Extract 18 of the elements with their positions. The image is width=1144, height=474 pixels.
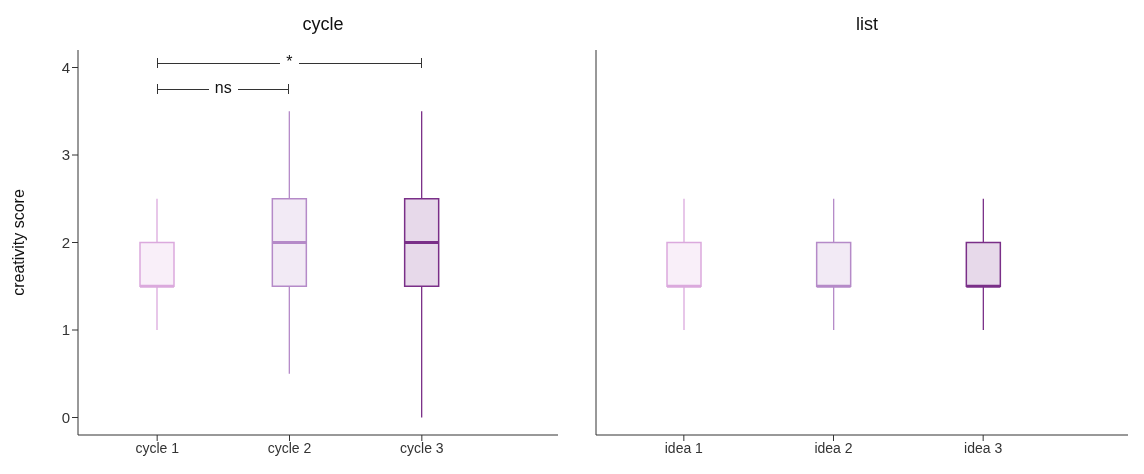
annotation: ns [208, 79, 238, 97]
x-tick-label: idea 3 [964, 439, 1003, 456]
y-tick-label: 3 [61, 146, 70, 164]
y-tick-label: 4 [61, 58, 70, 76]
significance-bracket: * [157, 53, 422, 74]
chart-title: cycle [301, 13, 345, 36]
significance-bracket: ns [157, 79, 290, 100]
annotation: * [280, 53, 299, 71]
y-tick-label: 2 [61, 233, 70, 251]
x-tick-label: idea 2 [814, 439, 853, 456]
chart-title: list [855, 13, 879, 36]
y-tick-label: 1 [61, 321, 70, 339]
y-tick-label: 0 [61, 408, 70, 426]
x-tick-label: cycle 2 [267, 439, 312, 456]
x-tick-label: cycle 1 [135, 439, 180, 456]
x-tick-label: cycle 3 [400, 439, 444, 456]
x-tick-label: idea 1 [664, 439, 704, 456]
y-axis-title: creativity score [9, 189, 27, 296]
